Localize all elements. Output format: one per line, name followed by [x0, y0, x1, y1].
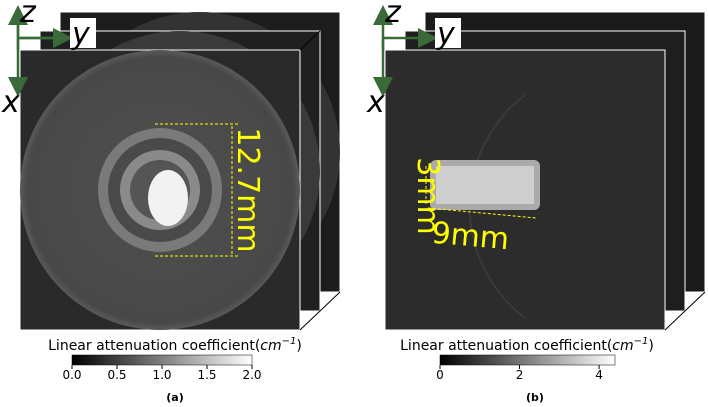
annotation: 9mm [430, 216, 510, 258]
tick-label: 2.0 [242, 368, 261, 382]
caption: (a) [166, 391, 183, 404]
panel-b: 3mm 9mm z y x [366, 0, 706, 331]
tick-label: 1.5 [197, 368, 216, 382]
y-label: y [436, 17, 456, 52]
tick-label: 0.5 [107, 368, 126, 382]
x-label: x [1, 85, 20, 120]
edge-lines [299, 30, 341, 331]
tick-label: 1.0 [152, 368, 171, 382]
colorbar-label-part: ) [296, 338, 301, 354]
tick-label: 4 [595, 368, 603, 382]
colorbar-label-part: cm [260, 338, 281, 354]
colorbar-label-part: Linear attenuation coefficient( [48, 338, 260, 354]
colorbar-label-part: cm [612, 338, 633, 354]
panel-a: 12.7mm z y x [1, 0, 341, 331]
caption: (b) [526, 391, 544, 404]
annotation: 12.7mm [230, 127, 265, 252]
colorbar [71, 354, 253, 366]
colorbar-label-part: Linear attenuation coefficient( [400, 338, 612, 354]
bone-texture [436, 166, 534, 204]
colorbar-label-part: −1 [282, 336, 297, 347]
dimension-lines [425, 166, 537, 219]
colorbar-label-part: ) [648, 338, 653, 354]
colorbar [439, 354, 616, 366]
y-label: y [71, 17, 91, 52]
tick-label: 0.0 [62, 368, 81, 382]
y-label-bg [435, 18, 461, 48]
z-label: z [19, 0, 37, 30]
edge-lines [664, 291, 706, 331]
annotation: 3mm [410, 157, 445, 235]
colorbar-label: Linear attenuation coefficient(cm−1) [400, 336, 654, 354]
z-label: z [384, 0, 402, 30]
y-label-bg [70, 18, 96, 48]
x-label: x [366, 85, 385, 120]
tick-label: 2 [516, 368, 524, 382]
colorbar-label: Linear attenuation coefficient(cm−1) [48, 336, 302, 354]
dimension-lines [155, 123, 240, 257]
rod [148, 170, 188, 226]
tick-label: 0 [436, 368, 444, 382]
colorbar-label-part: −1 [634, 336, 649, 347]
colorbars: Linear attenuation coefficient(cm−1)0.0 0… [48, 336, 654, 404]
